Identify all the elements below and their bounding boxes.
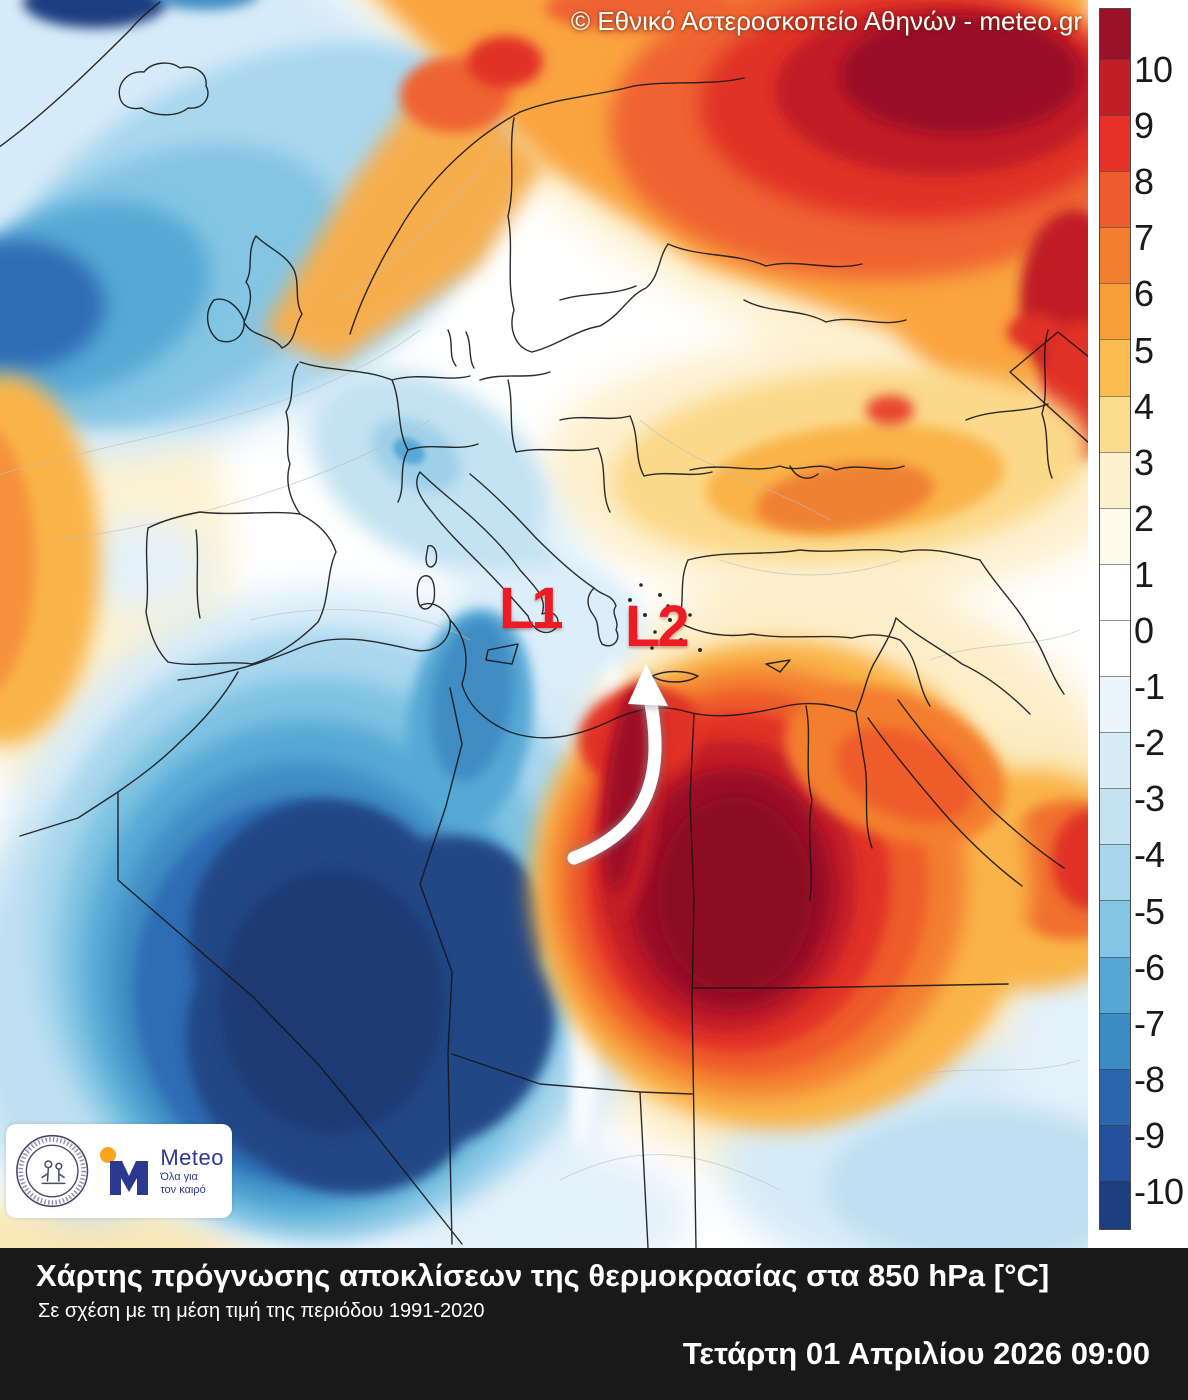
colorbar-segment <box>1100 956 1130 1013</box>
attribution-text: © Εθνικό Αστεροσκοπείο Αθηνών - meteo.gr <box>570 6 1082 36</box>
colorbar-tick-label: -3 <box>1134 778 1165 820</box>
colorbar-tick-label: -1 <box>1134 666 1165 708</box>
flow-arrow <box>564 664 670 868</box>
colorbar-segment <box>1100 339 1130 396</box>
flow-arrow-head <box>628 664 668 706</box>
meteo-m-icon <box>100 1147 149 1195</box>
colorbar-tick-label: -4 <box>1134 834 1165 876</box>
temperature-anomaly-field <box>0 0 1090 1248</box>
colorbar-tick-label: -8 <box>1134 1058 1165 1100</box>
colorbar-tick-label: 6 <box>1134 273 1154 315</box>
meteo-tagline-line2: τον καιρό <box>160 1184 206 1196</box>
colorbar-tick-label: -10 <box>1134 1171 1184 1212</box>
colorbar-segment <box>1100 59 1130 116</box>
colorbar-tick-label: 7 <box>1134 217 1154 259</box>
logo-panel: Meteo Όλα για τον καιρό <box>6 1124 232 1218</box>
colorbar-segment <box>1100 451 1130 508</box>
colorbar-tick-label: 9 <box>1134 105 1154 147</box>
colorbar-segment <box>1100 676 1130 733</box>
colorbar-segment <box>1100 1180 1130 1229</box>
colorbar-segment <box>1100 1124 1130 1181</box>
colorbar-segment <box>1100 9 1130 59</box>
colorbar-tick-label: -6 <box>1134 946 1165 988</box>
map-datetime: Τετάρτη 01 Απριλίου 2026 09:00 <box>682 1336 1150 1371</box>
colorbar-segment <box>1100 1012 1130 1069</box>
colorbar-segment <box>1100 732 1130 789</box>
aegean-islands <box>628 583 702 652</box>
title-bar: Χάρτης πρόγνωσης αποκλίσεων της θερμοκρα… <box>0 1248 1188 1400</box>
colorbar-segment <box>1100 1068 1130 1125</box>
colorbar-tick-label: 0 <box>1134 610 1154 651</box>
colorbar-segment <box>1100 563 1130 620</box>
colorbar-segment <box>1100 619 1130 677</box>
colorbar-segment <box>1100 788 1130 845</box>
colorbar-tick-label: -5 <box>1134 890 1165 932</box>
low-pressure-label-l1: L1 <box>499 576 564 641</box>
colorbar-segment <box>1100 227 1130 284</box>
colorbar-tick-label: 10 <box>1134 49 1173 90</box>
meteo-logo: Meteo Όλα για τον καιρό <box>98 1145 224 1197</box>
colorbar-scale <box>1099 8 1131 1230</box>
colorbar-tick-label: 4 <box>1134 385 1154 427</box>
colorbar-tick-label: -7 <box>1134 1002 1165 1044</box>
colorbar-segment <box>1100 844 1130 901</box>
colorbar-segment <box>1100 283 1130 340</box>
colorbar-tick-label: 8 <box>1134 161 1154 203</box>
colorbar-segment <box>1100 395 1130 452</box>
flow-arrow-shaft <box>567 691 662 865</box>
country-borders <box>0 1 1090 1248</box>
colorbar-segment <box>1100 115 1130 172</box>
anomaly-map-canvas <box>0 0 1090 1248</box>
map-subtitle: Σε σχέση με τη μέση τιμή της περιόδου 19… <box>38 1300 485 1322</box>
colorbar-segment <box>1100 900 1130 957</box>
colorbar-panel: 10 9 8 7 6 5 4 3 2 1 0 -1 -2 -3 -4 -5 -6 -7 -8 -9 -10 <box>1088 0 1188 1248</box>
colorbar-tick-label: -9 <box>1134 1114 1165 1156</box>
meteo-tagline-line1: Όλα για <box>160 1171 198 1183</box>
national-observatory-athens-seal-icon <box>16 1134 89 1208</box>
colorbar-segment <box>1100 171 1130 228</box>
colorbar-tick-label: 1 <box>1134 553 1154 595</box>
colorbar-segment <box>1100 507 1130 564</box>
low-pressure-label-l2: L2 <box>625 594 690 659</box>
colorbar-tick-label: 3 <box>1134 441 1154 483</box>
meteo-logo-name: Meteo <box>160 1145 224 1170</box>
colorbar-tick-label: 2 <box>1134 497 1154 539</box>
colorbar-tick-label: -2 <box>1134 722 1165 764</box>
isoline-contours <box>0 119 1081 1191</box>
map-title: Χάρτης πρόγνωσης αποκλίσεων της θερμοκρα… <box>36 1258 1050 1293</box>
colorbar-tick-label: 5 <box>1134 329 1154 371</box>
